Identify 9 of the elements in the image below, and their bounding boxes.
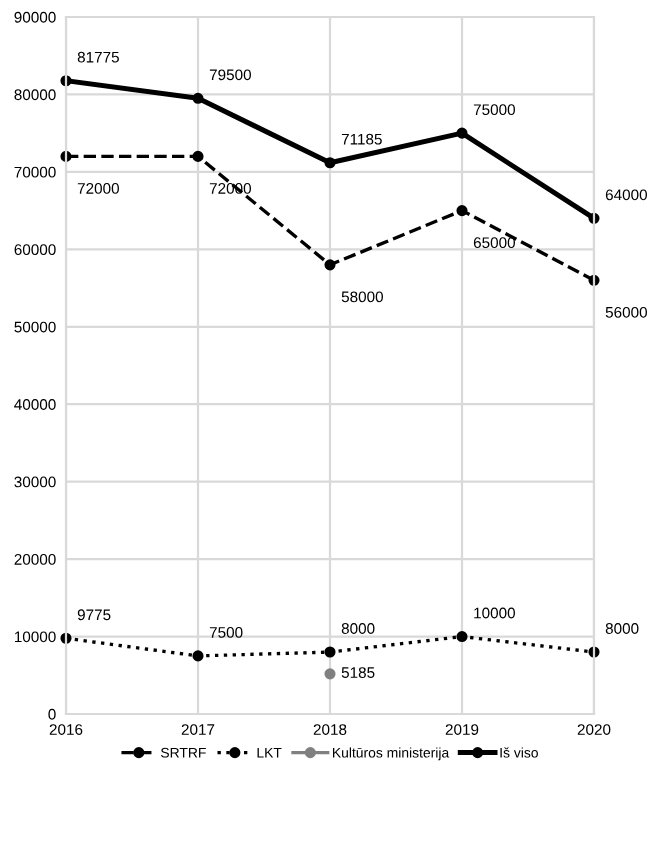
- point: [456, 631, 468, 643]
- point: [192, 92, 204, 104]
- point: [456, 205, 468, 217]
- point: [456, 127, 468, 139]
- point: [324, 259, 336, 271]
- point: [192, 650, 204, 662]
- point: [324, 157, 336, 169]
- point: [192, 150, 204, 162]
- point: [324, 646, 336, 658]
